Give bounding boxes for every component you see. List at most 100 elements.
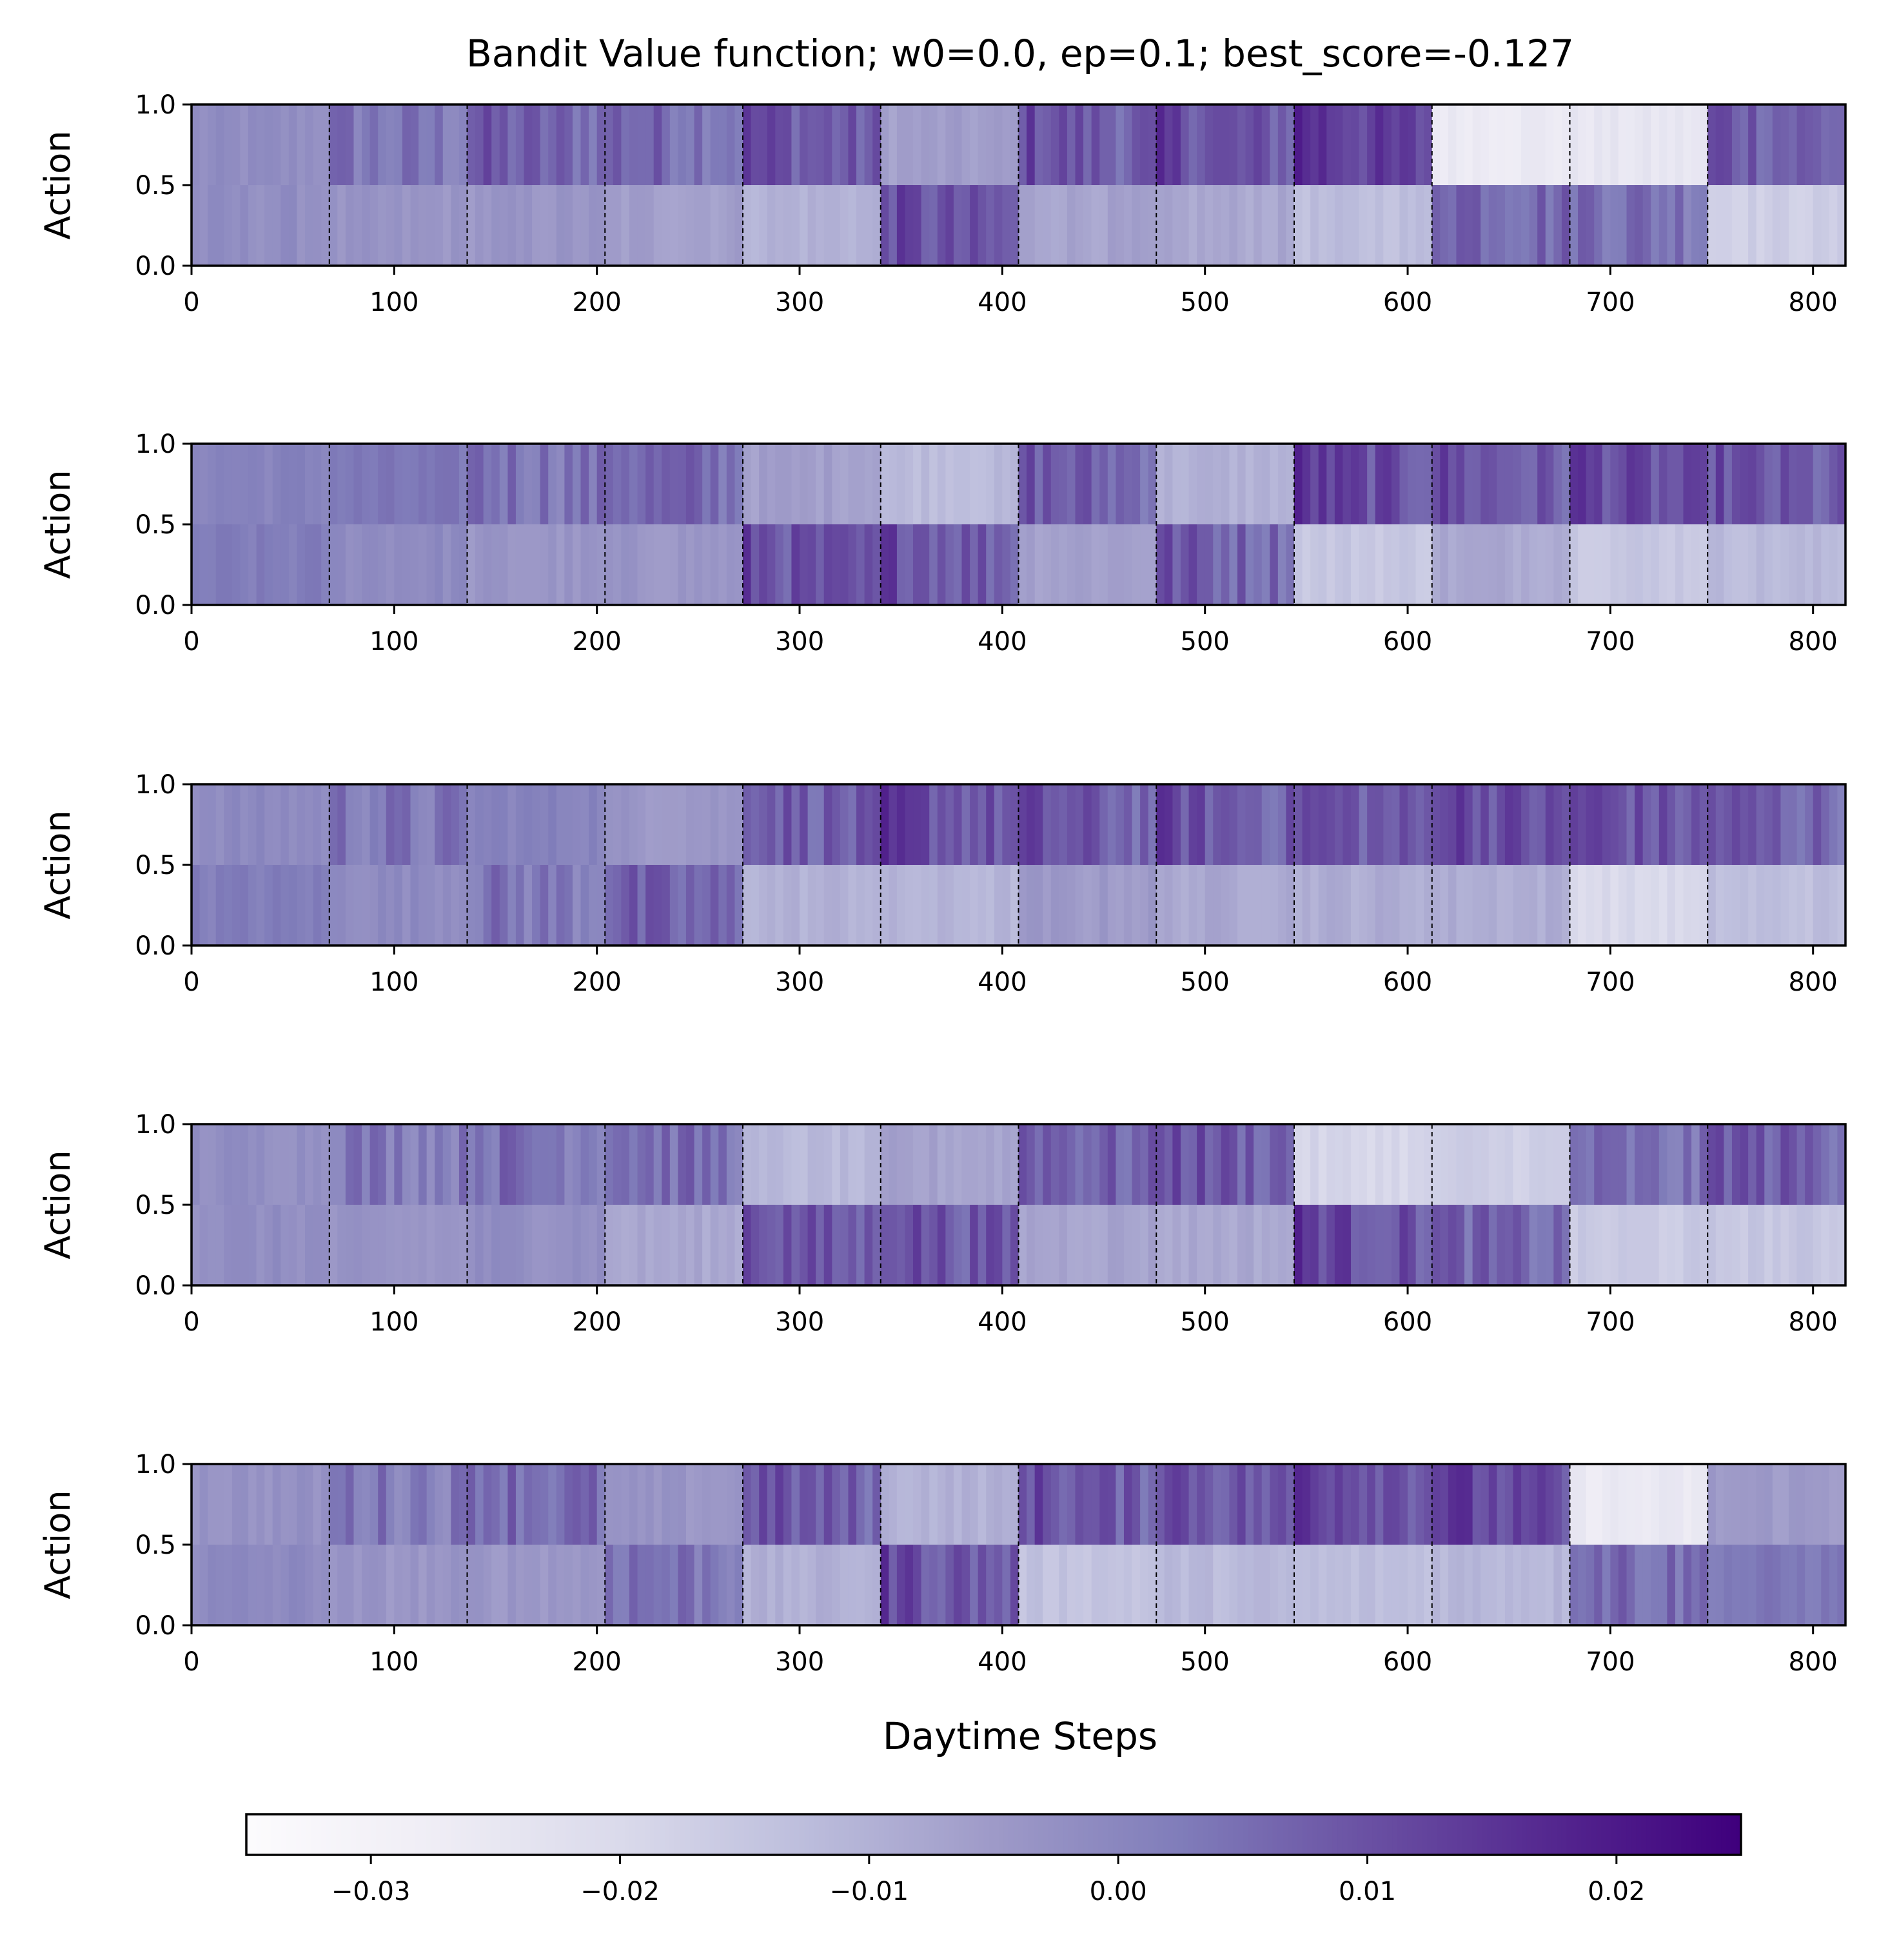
heatmap-cell bbox=[1359, 444, 1368, 524]
heatmap-cell bbox=[605, 1545, 614, 1625]
heatmap-cell bbox=[1294, 1545, 1303, 1625]
heatmap-cell bbox=[937, 784, 946, 865]
heatmap-cell bbox=[1334, 185, 1344, 266]
heatmap-cell bbox=[321, 1464, 330, 1545]
heatmap-cell bbox=[1642, 1464, 1651, 1545]
heatmap-cell bbox=[605, 865, 614, 945]
heatmap-cell bbox=[491, 1545, 500, 1625]
colorbar-swatch bbox=[674, 1814, 680, 1855]
heatmap-cell bbox=[678, 784, 687, 865]
heatmap-cell bbox=[1302, 524, 1311, 605]
heatmap-cell bbox=[751, 1545, 760, 1625]
heatmap-cell bbox=[402, 784, 411, 865]
colorbar-swatch bbox=[829, 1814, 835, 1855]
heatmap-cell bbox=[864, 104, 873, 185]
heatmap-cell bbox=[556, 1464, 565, 1545]
heatmap-cell bbox=[1561, 1205, 1571, 1285]
heatmap-cell bbox=[192, 524, 201, 605]
colorbar-swatch bbox=[1462, 1814, 1468, 1855]
heatmap-cell bbox=[1626, 1464, 1635, 1545]
heatmap-cell bbox=[556, 185, 565, 266]
heatmap-cell bbox=[1780, 444, 1789, 524]
heatmap-cell bbox=[775, 1464, 784, 1545]
heatmap-cell bbox=[596, 784, 605, 865]
heatmap-cell bbox=[1245, 1124, 1254, 1205]
heatmap-cell bbox=[1091, 1124, 1100, 1205]
heatmap-cell bbox=[1602, 524, 1611, 605]
heatmap-cell bbox=[1156, 1205, 1165, 1285]
heatmap-cell bbox=[1488, 185, 1497, 266]
heatmap-cell bbox=[1245, 185, 1254, 266]
x-tick-label: 500 bbox=[1181, 1647, 1230, 1677]
heatmap-cell bbox=[1796, 784, 1805, 865]
heatmap-cell bbox=[362, 104, 371, 185]
heatmap-cell bbox=[1488, 784, 1497, 865]
heatmap-cell bbox=[1610, 524, 1619, 605]
heatmap-cell bbox=[678, 865, 687, 945]
colorbar-swatch bbox=[331, 1814, 337, 1855]
y-tick-label: 0.0 bbox=[135, 252, 176, 281]
heatmap-cell bbox=[515, 1464, 525, 1545]
heatmap-cell bbox=[208, 1205, 217, 1285]
colorbar-swatch bbox=[1123, 1814, 1129, 1855]
heatmap-cell bbox=[305, 444, 314, 524]
heatmap-cell bbox=[1780, 1205, 1789, 1285]
heatmap-cell bbox=[1027, 1205, 1036, 1285]
heatmap-cell bbox=[1626, 524, 1635, 605]
heatmap-cell bbox=[507, 524, 516, 605]
heatmap-cell bbox=[1602, 784, 1611, 865]
heatmap-cell bbox=[816, 865, 825, 945]
heatmap-cell bbox=[1099, 1464, 1108, 1545]
heatmap-cell bbox=[945, 784, 954, 865]
heatmap-cell bbox=[1415, 444, 1424, 524]
heatmap-cell bbox=[694, 1205, 703, 1285]
heatmap-cell bbox=[702, 185, 711, 266]
colorbar-swatch bbox=[1078, 1814, 1084, 1855]
heatmap-cell bbox=[483, 865, 492, 945]
heatmap-cell bbox=[1497, 104, 1506, 185]
heatmap-cell bbox=[905, 1545, 914, 1625]
heatmap-cell bbox=[621, 784, 630, 865]
heatmap-cell bbox=[1116, 865, 1125, 945]
heatmap-cell bbox=[1796, 1545, 1805, 1625]
colorbar-swatch bbox=[1541, 1814, 1548, 1855]
heatmap-cell bbox=[1788, 1205, 1798, 1285]
heatmap-cell bbox=[896, 865, 906, 945]
heatmap-cell bbox=[272, 185, 281, 266]
heatmap-cell bbox=[1829, 444, 1838, 524]
heatmap-cell bbox=[1391, 444, 1401, 524]
heatmap-cell bbox=[435, 784, 444, 865]
heatmap-cell bbox=[921, 865, 930, 945]
heatmap-cell bbox=[1277, 1124, 1287, 1205]
heatmap-cell bbox=[208, 865, 217, 945]
heatmap-cell bbox=[1083, 784, 1092, 865]
heatmap-cell bbox=[945, 185, 954, 266]
heatmap-cell bbox=[329, 524, 338, 605]
heatmap-cell bbox=[1788, 444, 1798, 524]
heatmap-cell bbox=[1310, 1205, 1319, 1285]
heatmap-cell bbox=[556, 784, 565, 865]
heatmap-cell bbox=[1188, 104, 1197, 185]
heatmap-cell bbox=[905, 104, 914, 185]
heatmap-cell bbox=[1780, 185, 1789, 266]
heatmap-cell bbox=[1731, 104, 1741, 185]
x-tick-label: 200 bbox=[572, 288, 621, 317]
heatmap-cell bbox=[329, 784, 338, 865]
heatmap-cell bbox=[1545, 1124, 1554, 1205]
colorbar-swatch bbox=[410, 1814, 417, 1855]
y-tick-label: 1.0 bbox=[135, 1450, 176, 1480]
heatmap-cell bbox=[224, 524, 233, 605]
heatmap-cell bbox=[710, 104, 719, 185]
heatmap-cell bbox=[1805, 1205, 1814, 1285]
heatmap-cell bbox=[224, 1545, 233, 1625]
heatmap-cell bbox=[848, 185, 857, 266]
heatmap-cell bbox=[1513, 524, 1522, 605]
heatmap-cell bbox=[1116, 185, 1125, 266]
heatmap-cell bbox=[1481, 185, 1490, 266]
heatmap-cell bbox=[1043, 1124, 1052, 1205]
heatmap-cell bbox=[1561, 185, 1571, 266]
heatmap-cell bbox=[1277, 784, 1287, 865]
colorbar-swatch bbox=[391, 1814, 397, 1855]
heatmap-cell bbox=[896, 784, 906, 865]
heatmap-cell bbox=[669, 1124, 679, 1205]
